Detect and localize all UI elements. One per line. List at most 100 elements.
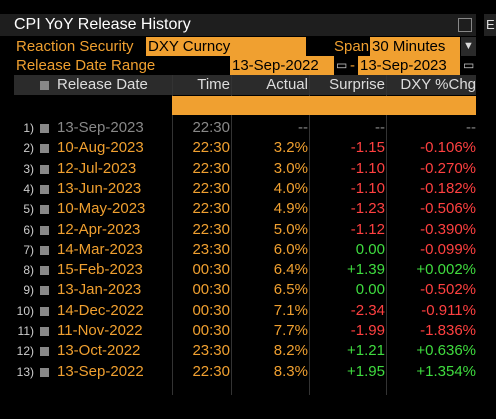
row-checkbox[interactable] [40, 347, 49, 357]
row-time: 22:30 [192, 119, 230, 136]
row-time: 00:30 [192, 261, 230, 279]
row-date: 13-Oct-2022 [57, 342, 141, 360]
row-time: 22:30 [192, 362, 230, 380]
row-time: 00:30 [192, 301, 230, 319]
filter-row[interactable] [172, 96, 476, 115]
table-row[interactable]: 2) 10-Aug-2023 22:30 3.2% -1.15 -0.106% [0, 138, 476, 158]
row-date: 15-Feb-2023 [57, 261, 143, 279]
table-row[interactable]: 8) 15-Feb-2023 00:30 6.4% +1.39 +0.002% [0, 260, 476, 280]
row-actual: 8.3% [273, 362, 308, 380]
row-checkbox[interactable] [40, 124, 49, 133]
col-divider [231, 75, 232, 395]
table-row[interactable]: 9) 13-Jan-2023 00:30 6.5% 0.00 -0.502% [0, 280, 476, 300]
col-dxy-chg[interactable]: DXY %Chg [400, 76, 476, 93]
row-actual: 3.2% [273, 139, 308, 157]
row-surprise: 0.00 [355, 240, 385, 258]
row-time: 22:30 [192, 220, 230, 238]
row-actual: 4.0% [273, 179, 308, 197]
reaction-security-row: Reaction Security DXY Curncy Span 30 Min… [0, 37, 496, 56]
col-actual[interactable]: Actual [266, 76, 308, 93]
col-time[interactable]: Time [197, 76, 230, 93]
row-checkbox[interactable] [40, 205, 49, 215]
reaction-security-label: Reaction Security [16, 38, 134, 55]
col-divider [386, 75, 387, 395]
row-actual: 8.2% [273, 342, 308, 360]
side-tab[interactable]: E [484, 14, 496, 36]
row-checkbox[interactable] [40, 306, 49, 316]
row-checkbox[interactable] [40, 144, 49, 154]
table-row[interactable]: 1) 13-Sep-2023 22:30 -- -- -- [0, 118, 476, 138]
row-checkbox[interactable] [40, 184, 49, 194]
row-num: 4) [23, 181, 34, 196]
date-from-input[interactable]: 13-Sep-2022 [230, 56, 334, 75]
row-surprise: -1.23 [350, 200, 385, 218]
row-num: 13) [16, 364, 34, 379]
row-surprise: +1.21 [347, 342, 385, 360]
span-dropdown-icon[interactable]: ▼ [461, 37, 476, 56]
row-date: 13-Sep-2022 [57, 362, 144, 380]
row-num: 10) [16, 303, 34, 318]
select-all-checkbox[interactable] [40, 81, 49, 90]
row-dxy: -1.836% [420, 322, 476, 339]
row-dxy: -- [466, 119, 476, 136]
row-actual: 4.9% [273, 200, 308, 218]
row-date: 12-Jul-2023 [57, 159, 137, 177]
row-date: 10-May-2023 [57, 200, 146, 218]
row-actual: 6.5% [273, 281, 308, 299]
row-checkbox[interactable] [40, 245, 49, 255]
row-num: 5) [23, 202, 34, 217]
table-row[interactable]: 11) 11-Nov-2022 00:30 7.7% -1.99 -1.836% [0, 321, 476, 341]
row-num: 3) [23, 161, 34, 176]
table-row[interactable]: 4) 13-Jun-2023 22:30 4.0% -1.10 -0.182% [0, 179, 476, 199]
side-tab-label: E [486, 17, 495, 32]
row-checkbox[interactable] [40, 225, 49, 235]
window-title: CPI YoY Release History [14, 16, 191, 33]
span-label: Span [334, 38, 370, 55]
row-date: 10-Aug-2023 [57, 139, 144, 157]
row-surprise: -1.99 [350, 322, 385, 339]
col-surprise[interactable]: Surprise [329, 76, 385, 93]
row-dxy: -0.106% [420, 139, 476, 157]
col-divider [309, 75, 310, 395]
date-to-input[interactable]: 13-Sep-2023 [358, 56, 460, 75]
row-num: 1) [23, 121, 34, 135]
calendar-from-icon[interactable]: ▭ [336, 58, 348, 72]
row-checkbox[interactable] [40, 164, 49, 174]
table-row[interactable]: 7) 14-Mar-2023 23:30 6.0% 0.00 -0.099% [0, 240, 476, 260]
span-select[interactable]: 30 Minutes [370, 37, 460, 56]
row-checkbox[interactable] [40, 266, 49, 276]
table-header: Release Date Time Actual Surprise DXY %C… [14, 75, 476, 95]
date-range-label: Release Date Range [16, 57, 156, 74]
row-dxy: -0.502% [420, 281, 476, 299]
row-dxy: -0.270% [420, 159, 476, 177]
row-num: 7) [23, 242, 34, 257]
row-time: 00:30 [192, 322, 230, 339]
row-surprise: -- [375, 119, 385, 136]
table-row[interactable]: 13) 13-Sep-2022 22:30 8.3% +1.95 +1.354% [0, 362, 476, 382]
row-actual: 6.0% [273, 240, 308, 258]
menu-icon[interactable] [458, 18, 472, 32]
row-dxy: +0.002% [416, 261, 476, 279]
reaction-security-input[interactable]: DXY Curncy [146, 37, 306, 56]
row-num: 12) [16, 344, 34, 359]
row-num: 11) [17, 324, 34, 338]
row-date: 13-Jan-2023 [57, 281, 142, 299]
table-row[interactable]: 6) 12-Apr-2023 22:30 5.0% -1.12 -0.390% [0, 220, 476, 240]
row-surprise: +1.95 [347, 362, 385, 380]
row-actual: 7.7% [273, 322, 308, 339]
row-dxy: -0.390% [420, 220, 476, 238]
table-row[interactable]: 5) 10-May-2023 22:30 4.9% -1.23 -0.506% [0, 199, 476, 219]
table-row[interactable]: 3) 12-Jul-2023 22:30 3.0% -1.10 -0.270% [0, 159, 476, 179]
row-date: 13-Jun-2023 [57, 179, 142, 197]
row-actual: 5.0% [273, 220, 308, 238]
title-bar: CPI YoY Release History [0, 14, 476, 36]
row-surprise: -1.10 [350, 159, 385, 177]
row-checkbox[interactable] [40, 327, 49, 336]
calendar-to-icon[interactable]: ▭ [463, 58, 475, 72]
row-time: 23:30 [192, 240, 230, 258]
row-checkbox[interactable] [40, 286, 49, 296]
table-row[interactable]: 12) 13-Oct-2022 23:30 8.2% +1.21 +0.636% [0, 341, 476, 361]
col-release-date[interactable]: Release Date [57, 76, 148, 93]
table-row[interactable]: 10) 14-Dec-2022 00:30 7.1% -2.34 -0.911% [0, 301, 476, 321]
row-checkbox[interactable] [40, 367, 49, 377]
